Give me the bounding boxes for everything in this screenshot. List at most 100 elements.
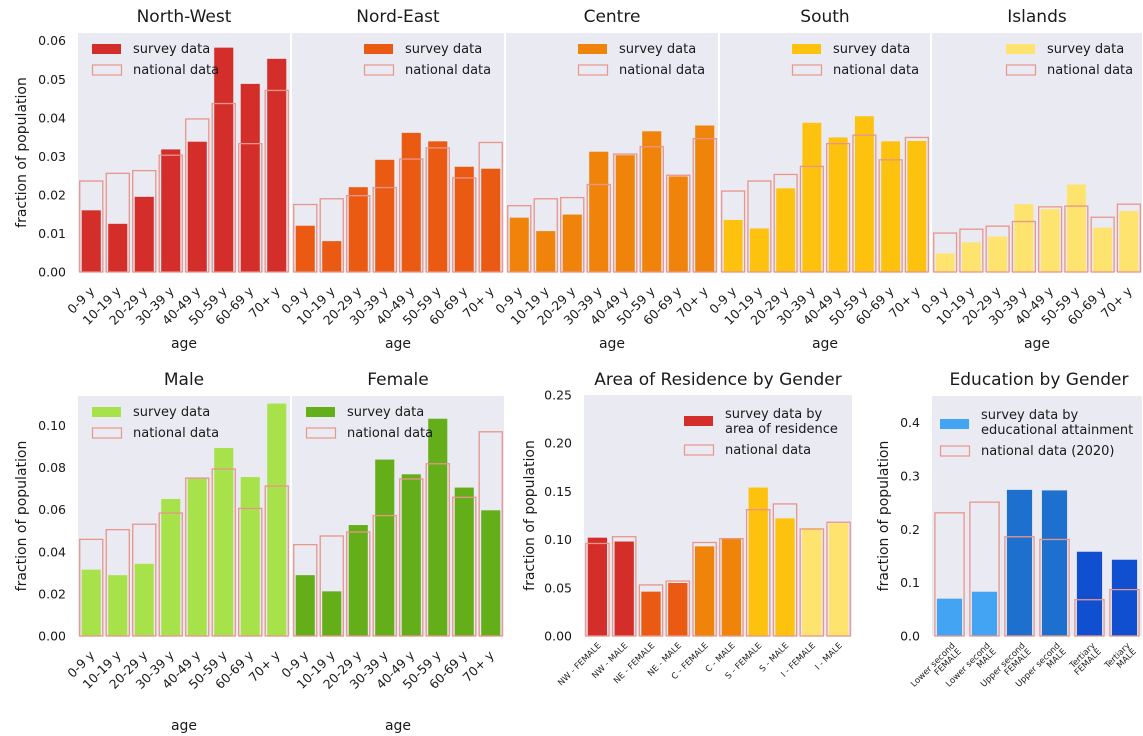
- survey-bar: [881, 141, 901, 272]
- national-bar: [799, 165, 824, 273]
- survey-bar: [454, 487, 474, 636]
- panel-title: Education by Gender: [950, 370, 1129, 390]
- survey-bar: [776, 188, 796, 272]
- survey-bar: [641, 591, 661, 636]
- survey-bar: [322, 241, 342, 272]
- national-bar: [79, 538, 104, 637]
- x-axis-label: age: [171, 336, 197, 352]
- y-tick-label: 0.00: [544, 629, 572, 644]
- national-bar: [878, 159, 903, 273]
- survey-bar: [802, 122, 822, 272]
- legend-survey-label: area of residence: [725, 422, 838, 437]
- survey-bar: [187, 141, 207, 272]
- national-bar: [452, 177, 477, 273]
- legend-national-label: national data: [133, 426, 219, 441]
- legend-national-label: national data: [833, 63, 919, 78]
- national-bar: [478, 141, 503, 273]
- y-axis-label: fraction of population: [14, 77, 30, 228]
- national-bar: [158, 154, 183, 273]
- survey-bar: [81, 210, 101, 272]
- survey-bar: [375, 159, 395, 272]
- panel-title: Centre: [584, 7, 641, 27]
- national-bar: [185, 118, 210, 273]
- national-bar: [747, 180, 772, 273]
- survey-bar: [935, 253, 955, 272]
- legend-survey-swatch: [92, 44, 121, 54]
- survey-bar: [401, 132, 421, 272]
- national-bar: [264, 485, 289, 637]
- survey-bar: [348, 187, 368, 272]
- national-bar: [969, 501, 1000, 637]
- national-bar: [611, 536, 637, 637]
- survey-bar: [267, 403, 287, 636]
- survey-bar: [481, 510, 501, 636]
- legend-survey-swatch: [578, 44, 607, 54]
- national-bar: [238, 507, 263, 637]
- legend-survey-swatch: [92, 407, 121, 417]
- national-bar: [1064, 205, 1089, 273]
- survey-bar: [723, 219, 743, 272]
- x-axis-label: age: [385, 336, 411, 352]
- national-bar: [933, 232, 958, 273]
- y-tick-label: 0.02: [38, 586, 66, 601]
- national-bar: [425, 147, 450, 273]
- survey-bar: [1111, 559, 1138, 636]
- panel-title: North-West: [137, 7, 232, 27]
- y-tick-label: 0.00: [38, 265, 66, 280]
- legend-survey-swatch: [364, 44, 393, 54]
- survey-bar: [134, 196, 154, 272]
- panel-title: Nord-East: [356, 7, 440, 27]
- y-axis-label: fraction of population: [14, 441, 30, 592]
- national-bar: [721, 190, 746, 273]
- survey-bar: [695, 125, 715, 272]
- national-bar: [105, 172, 130, 273]
- national-bar: [826, 142, 851, 273]
- x-axis-label: age: [171, 718, 197, 734]
- legend-national-label: national data (2020): [981, 444, 1114, 459]
- x-tick-label: 70+ y: [460, 283, 498, 321]
- national-bar: [238, 142, 263, 273]
- y-tick-label: 0.03: [38, 149, 66, 164]
- legend-survey-label: survey data: [133, 405, 210, 420]
- national-bar: [1011, 220, 1036, 273]
- legend-national-swatch: [577, 64, 609, 76]
- x-tick-label: I - MALE: [813, 641, 844, 672]
- y-tick-label: 0.20: [544, 436, 572, 451]
- x-axis-label: age: [385, 718, 411, 734]
- survey-bar: [971, 591, 998, 636]
- legend-national-label: national data: [725, 443, 811, 458]
- national-bar: [666, 174, 691, 273]
- panel-background: [932, 396, 1142, 636]
- legend-survey-swatch: [684, 416, 713, 426]
- national-bar: [105, 529, 130, 637]
- survey-bar: [562, 214, 582, 272]
- y-tick-label: 0.00: [38, 629, 66, 644]
- national-bar: [1074, 599, 1105, 637]
- survey-bar: [108, 575, 128, 636]
- survey-bar: [828, 523, 849, 636]
- legend-survey-label: survey data: [619, 42, 696, 57]
- national-bar: [586, 183, 611, 273]
- legend-national-swatch: [305, 427, 337, 439]
- legend-survey-label: survey data: [347, 405, 424, 420]
- national-bar: [985, 225, 1010, 273]
- national-bar: [293, 203, 318, 273]
- national-bar: [1039, 538, 1070, 637]
- national-bar: [372, 186, 397, 273]
- survey-bar: [589, 151, 609, 272]
- survey-bar: [375, 459, 395, 636]
- national-bar: [772, 503, 798, 637]
- survey-bar: [348, 525, 368, 636]
- survey-bar: [854, 116, 874, 272]
- x-tick-label: 70+ y: [246, 283, 284, 321]
- y-tick-label: 0.10: [544, 532, 572, 547]
- panel-title: Area of Residence by Gender: [594, 370, 842, 390]
- y-tick-label: 0.04: [38, 110, 66, 125]
- national-bar: [560, 196, 585, 273]
- legend-survey-label: survey data: [405, 42, 482, 57]
- legend-national-swatch: [363, 64, 395, 76]
- panel-title: Male: [164, 370, 204, 390]
- survey-bar: [428, 418, 448, 636]
